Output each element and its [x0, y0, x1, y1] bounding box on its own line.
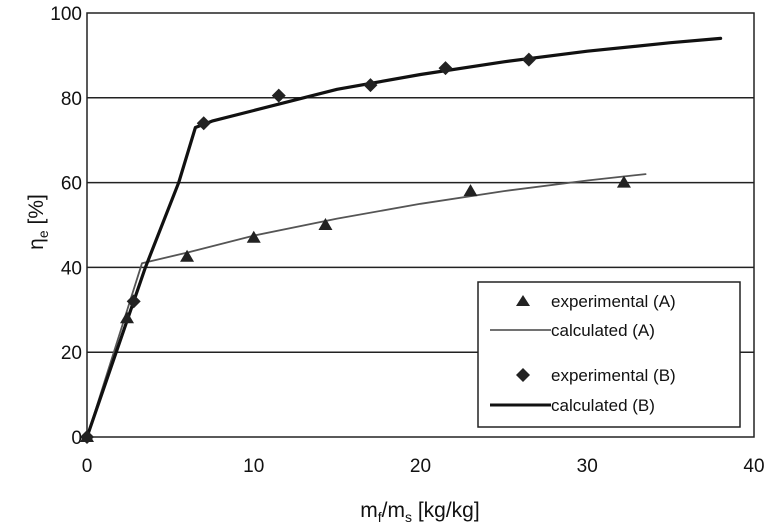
y-tick-label: 100 [50, 4, 82, 25]
y-tick-label: 40 [61, 258, 82, 279]
data-point-triangle [120, 311, 135, 324]
series-layer [80, 36, 723, 444]
legend-item-calculated-b: calculated (B) [490, 396, 655, 415]
data-point-diamond [438, 61, 453, 76]
legend-item-calculated-a: calculated (A) [490, 321, 655, 340]
legend-box [477, 281, 741, 428]
y-tick-labels: 0 20 40 60 80 100 [50, 4, 82, 449]
legend-item-experimental-a: experimental (A) [516, 292, 676, 311]
diamond-marker-icon [516, 368, 530, 382]
y-tick-label: 20 [61, 343, 82, 364]
y-tick-label: 60 [61, 174, 82, 195]
x-tick-labels: 0 10 20 30 40 [82, 456, 765, 477]
series-line [86, 173, 647, 438]
x-tick-label: 20 [410, 456, 431, 477]
legend: experimental (A) calculated (A) experime… [477, 281, 741, 428]
triangle-marker-icon [516, 295, 530, 306]
x-axis-label: mf/ms [kg/kg] [360, 499, 479, 525]
x-tick-label: 0 [82, 456, 93, 477]
x-tick-label: 40 [743, 456, 764, 477]
data-point-triangle [318, 218, 333, 230]
y-axis-label: ηe [%] [25, 194, 51, 250]
data-point-triangle [463, 184, 478, 197]
data-point-diamond [363, 78, 378, 93]
data-point-diamond [271, 88, 286, 103]
x-tick-label: 30 [577, 456, 598, 477]
x-tick-label: 10 [243, 456, 264, 477]
series-line [85, 36, 723, 439]
data-point-triangle [616, 175, 631, 188]
plot-frame [86, 12, 755, 438]
legend-label: experimental (B) [551, 366, 676, 385]
y-tick-label: 80 [61, 89, 82, 110]
data-point-diamond [521, 52, 536, 67]
data-point-diamond [80, 430, 94, 444]
data-point-diamond [126, 294, 141, 309]
data-point-triangle [180, 249, 195, 262]
data-point-triangle [246, 230, 261, 243]
y-tick-label: 0 [71, 428, 82, 449]
data-point-diamond [196, 116, 211, 131]
legend-label: experimental (A) [551, 292, 676, 311]
legend-label: calculated (A) [551, 321, 655, 340]
legend-item-experimental-b: experimental (B) [516, 366, 676, 385]
legend-label: calculated (B) [551, 396, 655, 415]
